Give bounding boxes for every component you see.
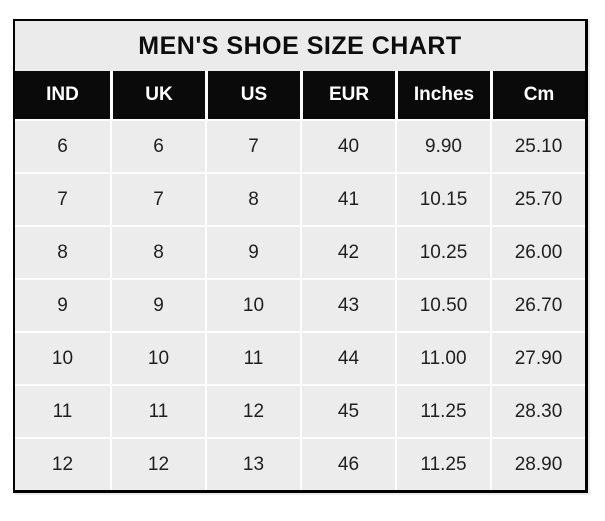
table-cell: 11 — [110, 384, 205, 437]
column-header: Inches — [395, 71, 490, 119]
table-cell: 45 — [300, 384, 395, 437]
table-cell: 25.70 — [490, 172, 585, 225]
table-cell: 28.30 — [490, 384, 585, 437]
table-cell: 11.25 — [395, 437, 490, 490]
table-cell: 10.50 — [395, 278, 490, 331]
table-cell: 7 — [15, 172, 110, 225]
title-row: MEN'S SHOE SIZE CHART — [15, 21, 585, 71]
table-cell: 10 — [15, 331, 110, 384]
table-row: 11 11 12 45 11.25 28.30 — [15, 384, 585, 437]
table-cell: 11 — [15, 384, 110, 437]
table-cell: 11 — [205, 331, 300, 384]
table-row: 8 8 9 42 10.25 26.00 — [15, 225, 585, 278]
table-cell: 10.15 — [395, 172, 490, 225]
table-cell: 26.70 — [490, 278, 585, 331]
header-row: IND UK US EUR Inches Cm — [15, 71, 585, 119]
table-cell: 9 — [110, 278, 205, 331]
table-cell: 28.90 — [490, 437, 585, 490]
table-row: 12 12 13 46 11.25 28.90 — [15, 437, 585, 490]
table-cell: 10 — [205, 278, 300, 331]
column-header: EUR — [300, 71, 395, 119]
table-cell: 11.25 — [395, 384, 490, 437]
table-row: 6 6 7 40 9.90 25.10 — [15, 119, 585, 172]
table-cell: 43 — [300, 278, 395, 331]
table-cell: 44 — [300, 331, 395, 384]
column-header: IND — [15, 71, 110, 119]
table-row: 9 9 10 43 10.50 26.70 — [15, 278, 585, 331]
table-cell: 42 — [300, 225, 395, 278]
table-row: 7 7 8 41 10.15 25.70 — [15, 172, 585, 225]
size-table: MEN'S SHOE SIZE CHART IND UK US EUR Inches Cm… — [13, 19, 588, 493]
table-cell: 10 — [110, 331, 205, 384]
table-cell: 41 — [300, 172, 395, 225]
table-cell: 9 — [15, 278, 110, 331]
table-cell: 12 — [205, 384, 300, 437]
column-header: US — [205, 71, 300, 119]
table-cell: 46 — [300, 437, 395, 490]
table-cell: 13 — [205, 437, 300, 490]
table-cell: 6 — [110, 119, 205, 172]
table-cell: 10.25 — [395, 225, 490, 278]
table-cell: 8 — [15, 225, 110, 278]
table-cell: 6 — [15, 119, 110, 172]
table-cell: 9.90 — [395, 119, 490, 172]
page-title: MEN'S SHOE SIZE CHART — [15, 21, 585, 71]
table-cell: 12 — [110, 437, 205, 490]
table-cell: 27.90 — [490, 331, 585, 384]
table-cell: 40 — [300, 119, 395, 172]
table-cell: 7 — [110, 172, 205, 225]
table-cell: 25.10 — [490, 119, 585, 172]
table-cell: 26.00 — [490, 225, 585, 278]
column-header: UK — [110, 71, 205, 119]
column-header: Cm — [490, 71, 585, 119]
table-cell: 7 — [205, 119, 300, 172]
table-cell: 9 — [205, 225, 300, 278]
table-row: 10 10 11 44 11.00 27.90 — [15, 331, 585, 384]
table-cell: 11.00 — [395, 331, 490, 384]
table-body: 6 6 7 40 9.90 25.10 7 7 8 41 10.15 25.70 8 8 9 42 10.25 2… — [15, 119, 585, 490]
table-cell: 8 — [110, 225, 205, 278]
table-cell: 8 — [205, 172, 300, 225]
table-cell: 12 — [15, 437, 110, 490]
